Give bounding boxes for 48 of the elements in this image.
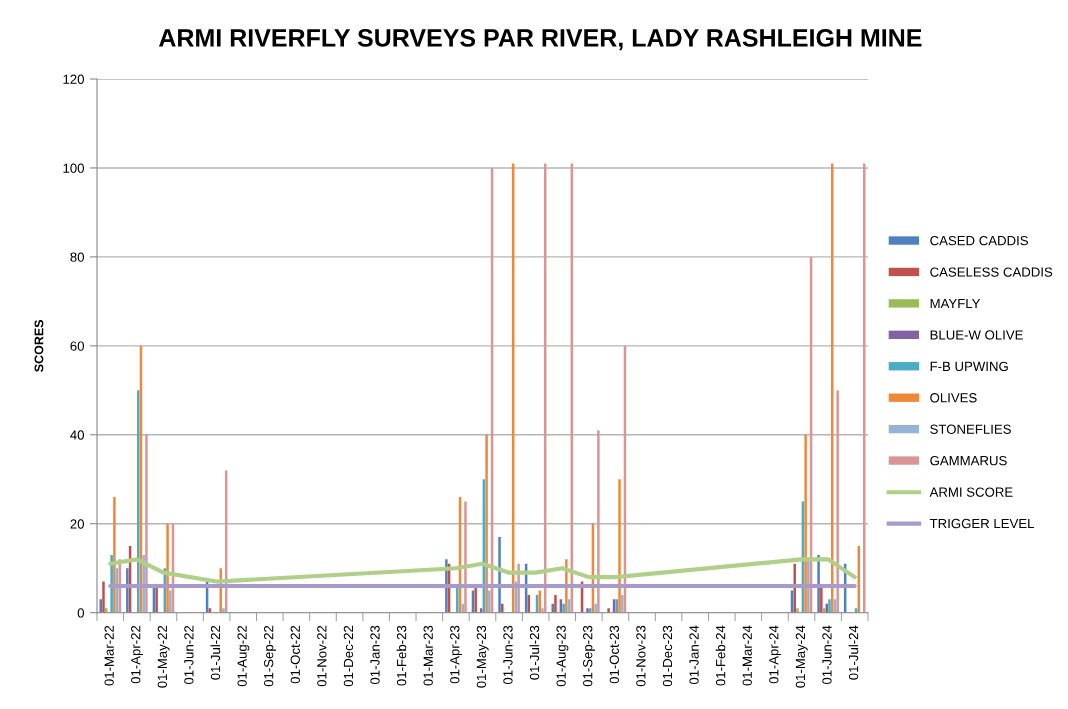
x-tick-label: 01-Mar-23 [423, 625, 433, 686]
x-tick-label: 01-Sep-23 [583, 625, 595, 687]
y-axis-title: SCORES [34, 319, 44, 372]
legend-label: GAMMARUS [930, 455, 1007, 466]
legend-label: F-B UPWING [930, 361, 1008, 372]
x-tick-label: 01-Jul-23 [529, 625, 540, 680]
x-tick-label: 01-Jul-24 [848, 625, 859, 680]
x-tick-label: 01-Sep-22 [264, 625, 276, 687]
x-tick-label: 01-Apr-22 [131, 625, 144, 684]
x-tick-label: 01-Apr-24 [769, 625, 782, 684]
x-tick-label: 01-Jun-24 [822, 625, 832, 685]
x-tick-label: 01-Oct-23 [609, 625, 619, 684]
x-tick-label: 01-Apr-23 [450, 625, 463, 684]
x-tick-label: 01-May-23 [476, 625, 489, 688]
y-tick-label: 80 [70, 252, 84, 262]
x-tick-label: 01-Dec-23 [662, 625, 673, 687]
x-tick-label: 01-Feb-23 [396, 625, 407, 686]
legend-label: TRIGGER LEVEL [929, 518, 1035, 529]
legend-label: CASED CADDIS [930, 235, 1028, 246]
x-tick-label: 01-Oct-22 [290, 625, 300, 684]
x-tick-label: 01-Aug-22 [237, 625, 250, 687]
y-tick-label: 100 [63, 163, 84, 173]
x-tick-label: 01-Jan-24 [689, 625, 699, 685]
x-tick-label: 01-Jul-22 [210, 625, 221, 680]
x-tick-label: 01-Aug-23 [556, 625, 569, 687]
x-tick-label: 01-May-22 [157, 625, 170, 688]
x-tick-label: 01-Jun-23 [503, 625, 513, 685]
legend-label: CASELESS CADDIS [930, 267, 1053, 277]
legend-label: ARMI SCORE [929, 487, 1013, 497]
y-tick-label: 40 [70, 430, 84, 440]
x-tick-label: 01-Nov-22 [317, 625, 327, 687]
legend-label: OLIVES [930, 393, 977, 403]
x-tick-label: 01-Nov-23 [636, 625, 646, 687]
legend-label: STONEFLIES [930, 424, 1011, 434]
x-tick-label: 01-Jun-22 [184, 625, 194, 685]
x-tick-label: 01-Mar-22 [104, 625, 114, 686]
x-tick-label: 01-Jan-23 [370, 625, 380, 685]
x-tick-label: 01-Feb-24 [715, 625, 726, 686]
x-tick-label: 01-Dec-22 [343, 625, 354, 687]
x-tick-label: 01-May-24 [795, 625, 808, 688]
chart-title: ARMI RIVERFLY SURVEYS PAR RIVER, LADY RASHLEIGH MINE [158, 29, 922, 51]
legend-label: BLUE-W OLIVE [930, 330, 1023, 340]
y-tick-label: 60 [70, 341, 84, 351]
x-tick-label: 01-Mar-24 [742, 625, 752, 686]
legend-label: MAYFLY [930, 298, 981, 309]
y-tick-label: 0 [77, 608, 84, 618]
y-tick-label: 20 [70, 519, 84, 529]
y-tick-label: 120 [63, 74, 84, 84]
